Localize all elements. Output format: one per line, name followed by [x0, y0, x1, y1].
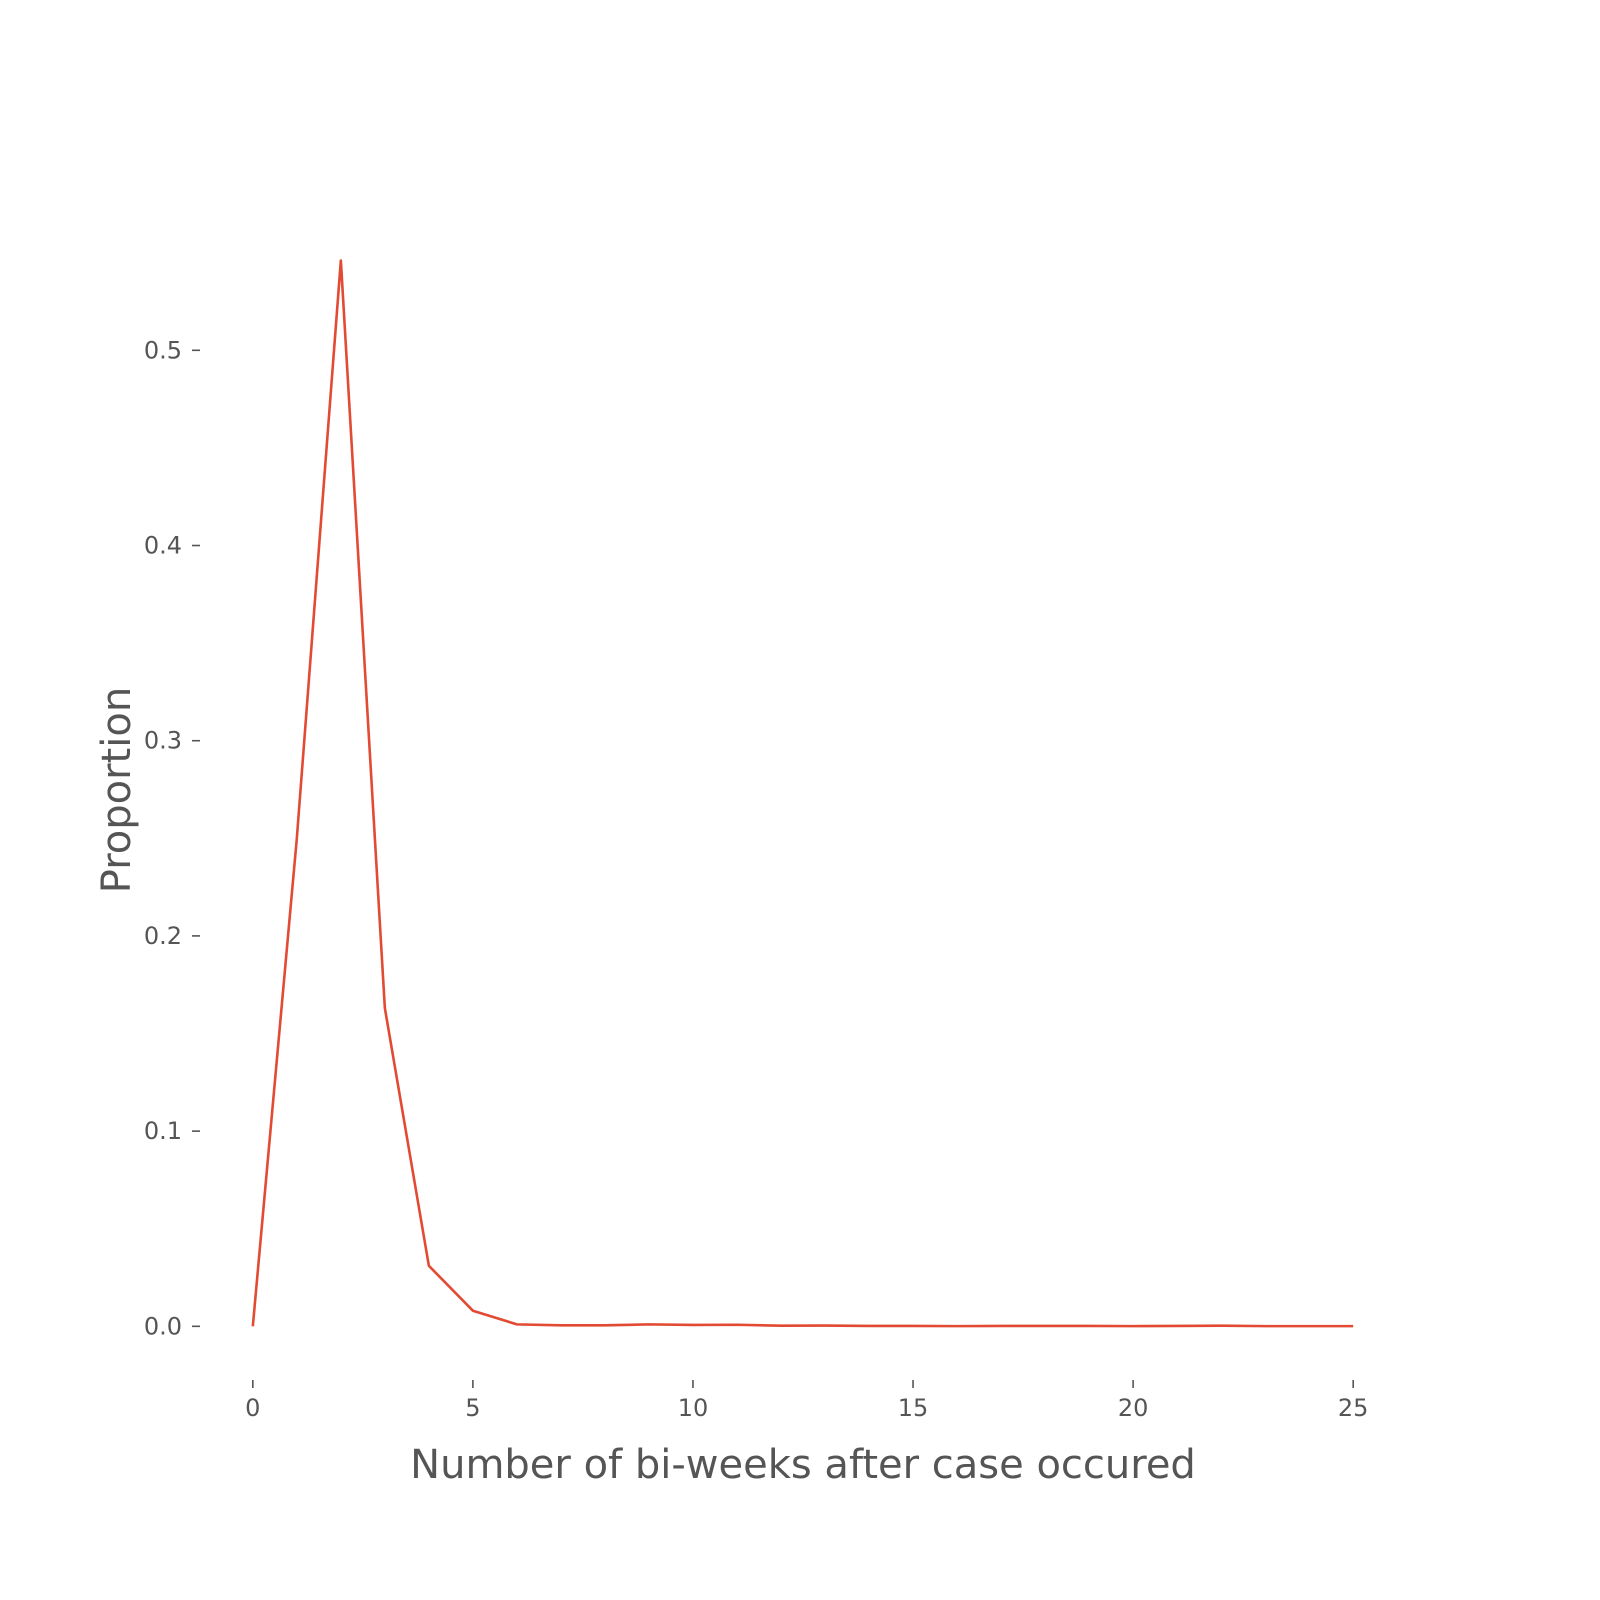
- x-axis: 0 5 10 15 20 25: [245, 1380, 1368, 1422]
- x-tick-label: 0: [245, 1394, 260, 1422]
- y-tick-label: 0.0: [144, 1312, 182, 1340]
- x-tick-label: 15: [898, 1394, 929, 1422]
- y-tick-label: 0.5: [144, 336, 182, 364]
- series-line: [251, 259, 1354, 1328]
- x-tick-label: 10: [678, 1394, 709, 1422]
- y-tick-label: 0.1: [144, 1117, 182, 1145]
- y-tick-label: 0.4: [144, 532, 182, 560]
- x-tick-label: 20: [1118, 1394, 1149, 1422]
- y-tick-label: 0.2: [144, 922, 182, 950]
- plot-series: [251, 259, 1354, 1328]
- y-axis: 0.0 0.1 0.2 0.3 0.4 0.5: [144, 336, 200, 1340]
- x-axis-title: Number of bi-weeks after case occured: [410, 1442, 1196, 1488]
- y-axis-title: Proportion: [94, 687, 140, 893]
- x-tick-label: 5: [465, 1394, 480, 1422]
- y-tick-label: 0.3: [144, 727, 182, 755]
- x-tick-label: 25: [1338, 1394, 1369, 1422]
